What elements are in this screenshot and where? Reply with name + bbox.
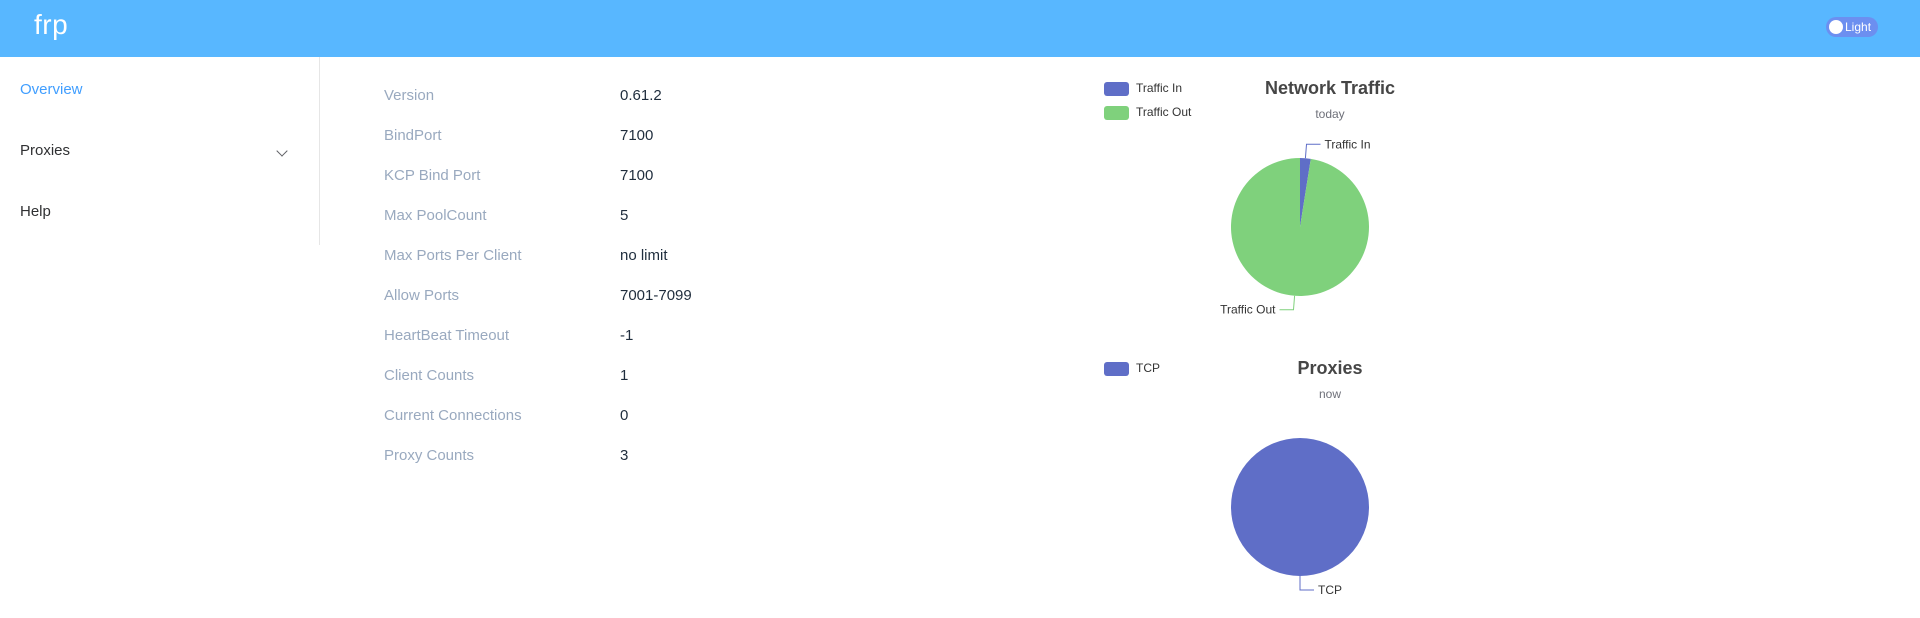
traffic-pie: Traffic In Traffic Out bbox=[1220, 137, 1371, 317]
pie-slice-traffic-in[interactable] bbox=[1300, 158, 1311, 227]
info-value: 1 bbox=[620, 367, 629, 384]
proxies-chart: TCP Proxies now TCP bbox=[1100, 350, 1400, 618]
proxies-pie: TCP bbox=[1231, 438, 1369, 597]
info-value: 5 bbox=[620, 207, 629, 224]
info-label: Allow Ports bbox=[384, 287, 460, 304]
legend-label: TCP bbox=[1136, 361, 1160, 375]
legend-label: Traffic In bbox=[1136, 81, 1183, 95]
sidebar-item-proxies[interactable]: Proxies bbox=[20, 142, 71, 159]
info-label: Version bbox=[384, 87, 435, 104]
pie-label-traffic-out: Traffic Out bbox=[1220, 303, 1276, 317]
info-label: KCP Bind Port bbox=[384, 167, 481, 184]
chart-subtitle: today bbox=[1315, 107, 1345, 121]
info-label: Current Connections bbox=[384, 407, 522, 424]
info-row-heartbeat-timeout: HeartBeat Timeout -1 bbox=[384, 327, 884, 347]
theme-toggle-label: Light bbox=[1845, 20, 1872, 34]
chart-subtitle: now bbox=[1318, 387, 1341, 401]
legend-swatch bbox=[1104, 106, 1129, 120]
legend-swatch bbox=[1104, 362, 1129, 376]
info-value: 7100 bbox=[620, 167, 654, 184]
info-row-bind-port: BindPort 7100 bbox=[384, 127, 884, 147]
chart-title: Proxies bbox=[1297, 358, 1363, 378]
info-row-proxy-counts: Proxy Counts 3 bbox=[384, 447, 884, 467]
info-value: 3 bbox=[620, 447, 629, 464]
info-row-kcp-bind-port: KCP Bind Port 7100 bbox=[384, 167, 884, 187]
legend-label: Traffic Out bbox=[1136, 105, 1192, 119]
top-header: frp Light bbox=[0, 0, 1920, 57]
legend-swatch bbox=[1104, 82, 1129, 96]
sidebar-item-help[interactable]: Help bbox=[20, 203, 51, 220]
toggle-knob bbox=[1829, 20, 1843, 34]
info-value: no limit bbox=[620, 247, 668, 264]
info-label: HeartBeat Timeout bbox=[384, 327, 510, 344]
pie-label-traffic-in: Traffic In bbox=[1325, 137, 1371, 151]
pie-slice-traffic-out[interactable] bbox=[1231, 158, 1369, 297]
pie-slice-tcp[interactable] bbox=[1231, 438, 1369, 576]
info-label: Proxy Counts bbox=[384, 447, 475, 464]
info-value: 0.61.2 bbox=[620, 87, 662, 104]
pie-label-tcp: TCP bbox=[1318, 583, 1342, 597]
pie-label-line bbox=[1299, 576, 1314, 591]
network-traffic-chart: Traffic In Traffic Out Network Traffic t… bbox=[1100, 70, 1400, 340]
info-value: 0 bbox=[620, 407, 629, 424]
sidebar-menu: Overview Proxies Help bbox=[0, 57, 320, 245]
info-value: 7001-7099 bbox=[620, 287, 692, 304]
info-label: BindPort bbox=[384, 127, 442, 144]
pie-label-line bbox=[1304, 143, 1321, 159]
info-row-max-pool-count: Max PoolCount 5 bbox=[384, 207, 884, 227]
app-logo[interactable]: frp bbox=[34, 9, 69, 40]
info-row-max-ports-per-client: Max Ports Per Client no limit bbox=[384, 247, 884, 267]
info-value: -1 bbox=[620, 327, 634, 344]
info-row-client-counts: Client Counts 1 bbox=[384, 367, 884, 387]
theme-toggle[interactable]: Light bbox=[1826, 17, 1878, 37]
sidebar-item-overview[interactable]: Overview bbox=[20, 81, 83, 98]
info-row-current-connections: Current Connections 0 bbox=[384, 407, 884, 427]
info-row-version: Version 0.61.2 bbox=[384, 87, 884, 107]
info-label: Client Counts bbox=[384, 367, 475, 384]
info-label: Max Ports Per Client bbox=[384, 247, 522, 264]
info-label: Max PoolCount bbox=[384, 207, 487, 224]
chart-title: Network Traffic bbox=[1264, 78, 1396, 98]
info-value: 7100 bbox=[620, 127, 654, 144]
pie-label-line bbox=[1279, 295, 1296, 311]
info-row-allow-ports: Allow Ports 7001-7099 bbox=[384, 287, 884, 307]
